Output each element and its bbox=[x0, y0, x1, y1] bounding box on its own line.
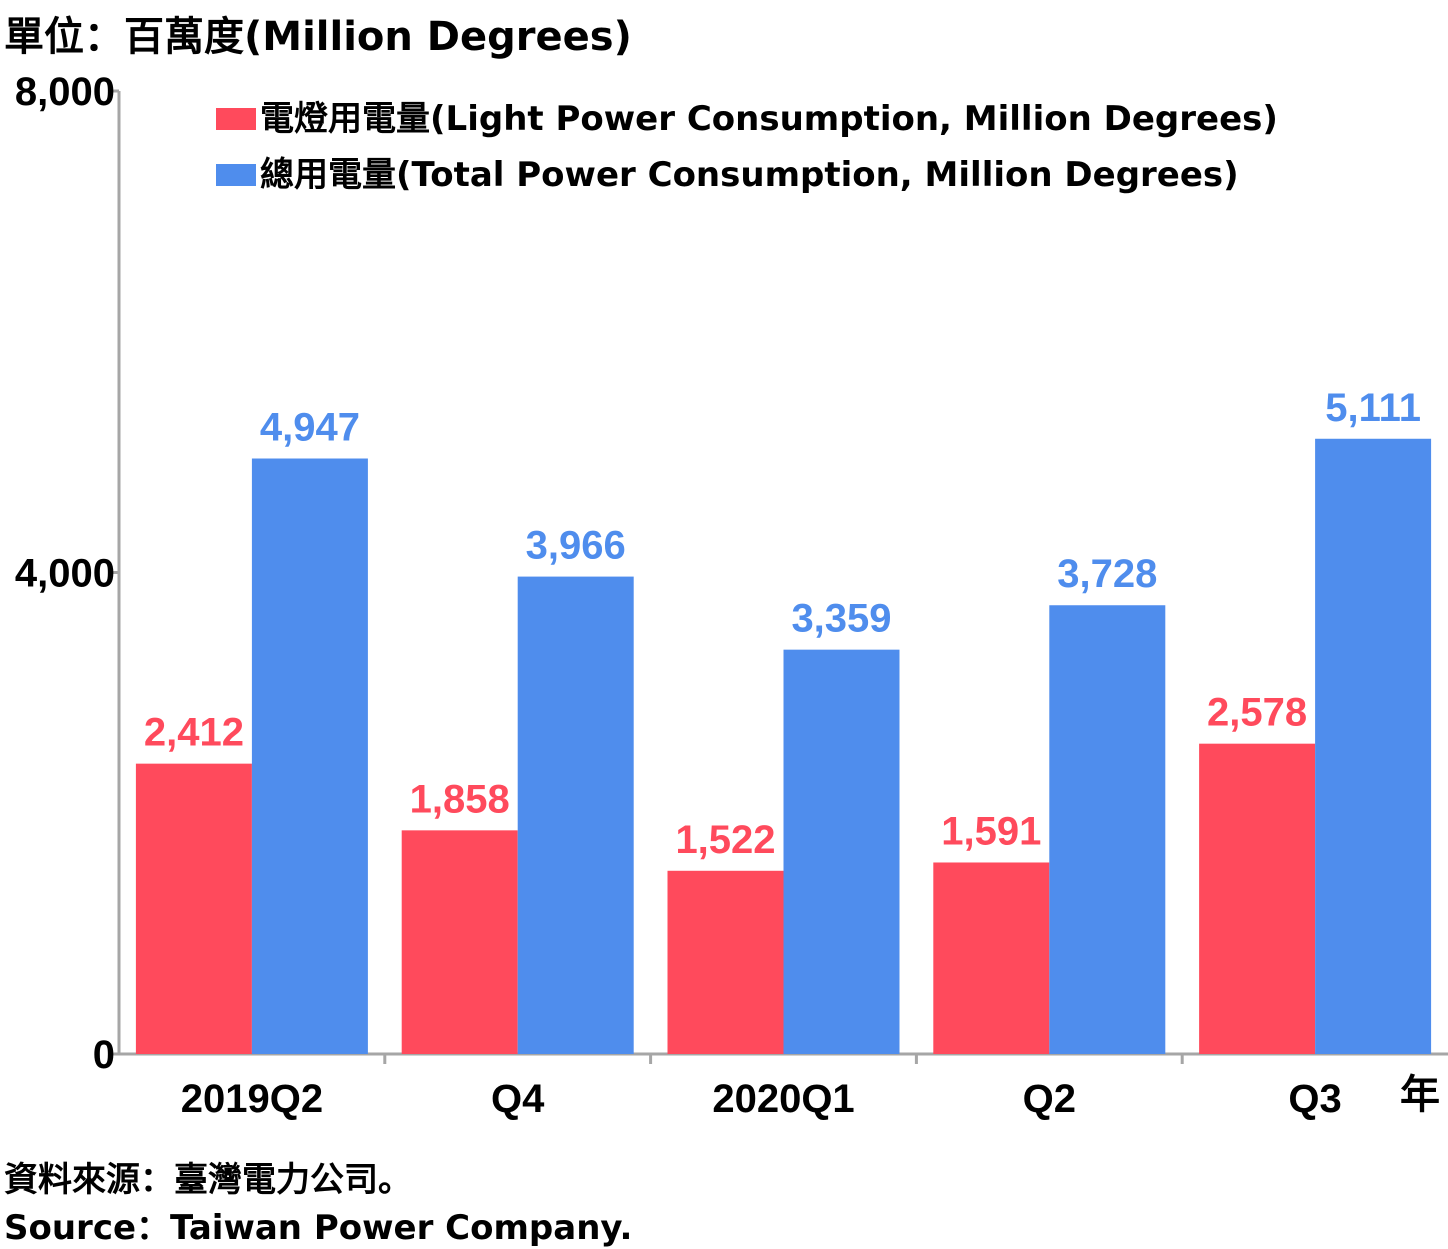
data-label: 3,728 bbox=[1057, 552, 1157, 596]
legend-label: 電燈用電量(Light Power Consumption, Million D… bbox=[260, 99, 1278, 139]
bar-total-power bbox=[1315, 438, 1432, 1054]
source-en: Source：Taiwan Power Company. bbox=[4, 1208, 633, 1248]
data-label: 1,591 bbox=[941, 809, 1041, 853]
bar-total-power bbox=[251, 458, 368, 1054]
data-label: 5,111 bbox=[1325, 386, 1421, 430]
x-tick-label: 2020Q1 bbox=[712, 1077, 854, 1121]
bar-total-power bbox=[1049, 605, 1166, 1054]
x-tick-label: Q2 bbox=[1023, 1077, 1076, 1121]
x-tick-label: 2019Q2 bbox=[181, 1077, 323, 1121]
bar-total-power bbox=[517, 576, 634, 1054]
chart-bars: 2,412 1,858 1,522 1,591 2,578 4,947 3,966 3,359… bbox=[135, 386, 1432, 1054]
y-tick-label: 4,000 bbox=[15, 552, 115, 596]
legend-swatch bbox=[216, 108, 256, 130]
unit-label: 單位：百萬度(Million Degrees) bbox=[4, 14, 632, 60]
chart-legend: 電燈用電量(Light Power Consumption, Million D… bbox=[216, 99, 1278, 195]
data-label: 2,412 bbox=[144, 711, 244, 755]
data-label: 4,947 bbox=[260, 406, 360, 450]
y-tick-label: 0 bbox=[93, 1033, 115, 1077]
bar-light-power bbox=[1199, 743, 1316, 1054]
data-label: 2,578 bbox=[1207, 691, 1307, 735]
x-tick-label: Q4 bbox=[491, 1077, 545, 1121]
bar-light-power bbox=[933, 862, 1050, 1054]
data-label: 1,522 bbox=[675, 818, 775, 862]
data-label: 3,966 bbox=[526, 524, 626, 568]
y-tick-label: 8,000 bbox=[15, 70, 115, 114]
bar-light-power bbox=[135, 763, 252, 1054]
x-tick-label: Q3 bbox=[1288, 1077, 1341, 1121]
data-label: 1,858 bbox=[410, 777, 510, 821]
data-label: 3,359 bbox=[791, 597, 891, 641]
source-zh: 資料來源：臺灣電力公司。 bbox=[4, 1160, 412, 1200]
bar-light-power bbox=[401, 830, 518, 1054]
legend-swatch bbox=[216, 164, 256, 186]
bar-light-power bbox=[667, 870, 784, 1054]
legend-label: 總用電量(Total Power Consumption, Million De… bbox=[260, 155, 1239, 195]
x-unit-label: 年 bbox=[1400, 1072, 1440, 1118]
chart-axes: 0 4,000 8,000 2019Q2 Q4 2020Q1 Q2 Q3 年 bbox=[15, 70, 1448, 1121]
bar-total-power bbox=[783, 649, 900, 1054]
